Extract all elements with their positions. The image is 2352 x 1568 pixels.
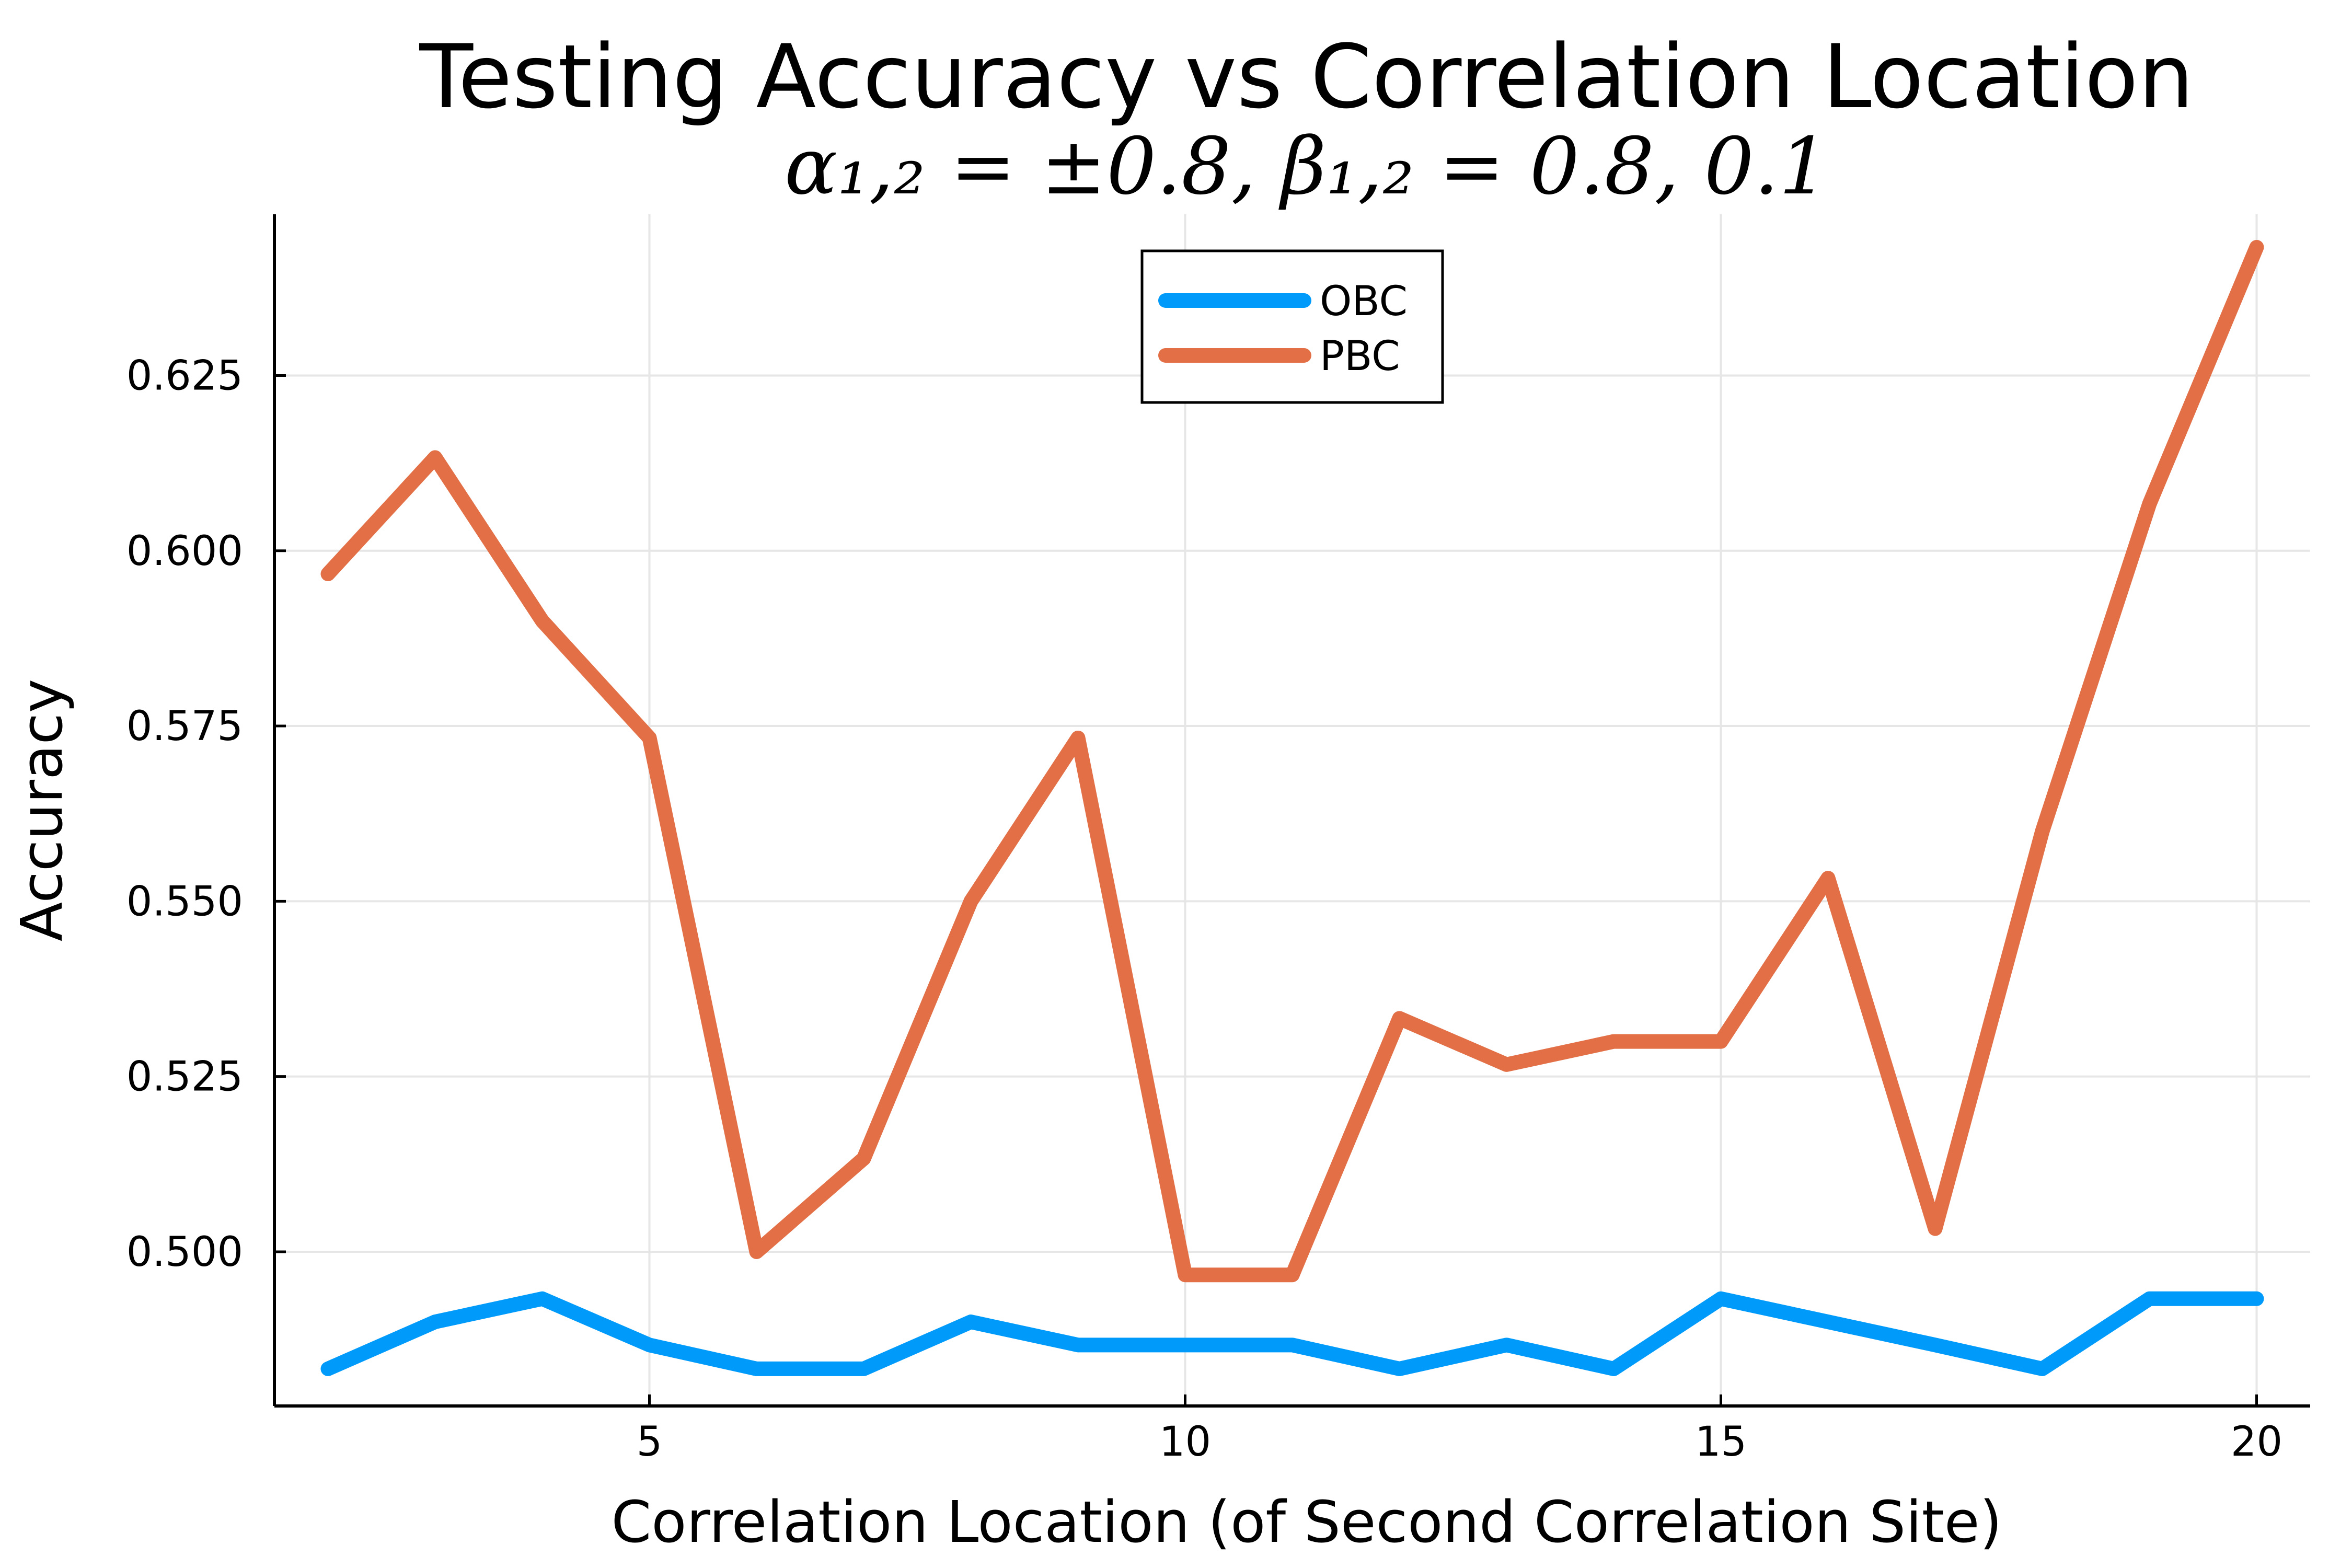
x-tick-label: 5	[637, 1419, 663, 1466]
legend: OBC PBC	[1140, 249, 1444, 404]
ticks: 5 10 15 20 0.500 0.525 0.550 0.575 0.600 0.625	[126, 352, 2282, 1466]
y-tick-label: 0.550	[126, 878, 243, 925]
y-tick-label: 0.575	[126, 703, 243, 750]
y-tick-label: 0.600	[126, 528, 243, 575]
y-tick-label: 0.625	[126, 352, 243, 399]
legend-label-pbc: PBC	[1320, 333, 1400, 380]
series-line-pbc	[320, 240, 2264, 1283]
y-tick-label: 0.500	[126, 1229, 243, 1276]
legend-box	[1140, 249, 1444, 404]
series-lines	[320, 240, 2264, 1376]
y-tick-label: 0.525	[126, 1054, 243, 1101]
legend-label-obc: OBC	[1320, 278, 1408, 325]
x-tick-label: 10	[1159, 1419, 1211, 1466]
grid	[274, 214, 2310, 1406]
x-axis-label: Correlation Location (of Second Correlat…	[611, 1489, 2002, 1555]
x-tick-label: 20	[2231, 1419, 2282, 1466]
x-tick-label: 15	[1695, 1419, 1747, 1466]
chart-title: Testing Accuracy vs Correlation Location	[419, 26, 2194, 128]
chart-subtitle: α₁,₂ = ±0.8, β₁,₂ = 0.8, 0.1	[785, 121, 1829, 212]
series-line-obc	[320, 1291, 2264, 1376]
y-axis-label: Accuracy	[8, 679, 75, 941]
